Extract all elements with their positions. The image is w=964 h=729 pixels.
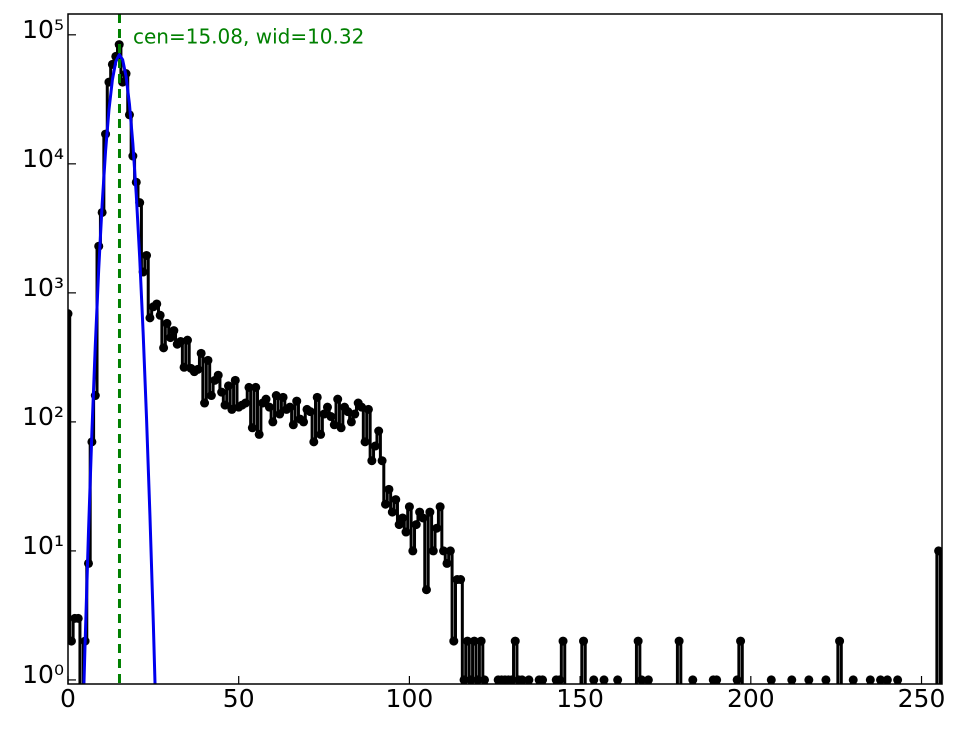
point [637, 675, 647, 684]
step [453, 578, 459, 642]
step [935, 549, 942, 684]
y-tick-label: 10⁴ [22, 144, 64, 173]
step [68, 313, 74, 643]
point [821, 675, 831, 684]
point [480, 675, 490, 684]
x-tick-label: 150 [556, 684, 604, 713]
fit-curve [82, 53, 157, 684]
point [613, 675, 623, 684]
point [766, 675, 776, 684]
point [73, 613, 83, 623]
point [674, 636, 684, 646]
step [515, 641, 521, 682]
point [643, 675, 653, 684]
x-tick-label: 100 [386, 684, 434, 713]
point [524, 675, 534, 684]
y-tick-label: 10⁵ [22, 15, 64, 44]
point [589, 675, 599, 684]
step [440, 506, 446, 553]
point [934, 546, 942, 556]
x-tick-label: 0 [60, 684, 76, 713]
plot-area [68, 14, 942, 684]
y-tick-label: 10¹ [22, 531, 64, 560]
y-tick-label: 10² [22, 402, 64, 431]
x-tick-label: 50 [223, 684, 255, 713]
point [688, 675, 698, 684]
point [804, 675, 814, 684]
x-tick-label: 200 [727, 684, 775, 713]
point [876, 675, 886, 684]
step [580, 639, 587, 684]
point [736, 636, 746, 646]
point [599, 675, 609, 684]
point [712, 675, 722, 684]
point [558, 636, 568, 646]
point [517, 675, 527, 684]
point [787, 675, 797, 684]
step [675, 639, 683, 684]
step [836, 639, 843, 684]
point [848, 675, 858, 684]
y-tick-label: 10³ [22, 273, 64, 302]
y-tick-label: 10⁰ [22, 660, 64, 689]
plot-frame [67, 13, 943, 685]
point [893, 675, 903, 684]
annotation: cen=15.08, wid=10.32 [133, 25, 364, 49]
point [538, 675, 548, 684]
step [76, 616, 82, 684]
step [259, 401, 265, 435]
point [579, 636, 589, 646]
point [882, 675, 892, 684]
point [835, 636, 845, 646]
x-tick-label: 250 [898, 684, 946, 713]
point [865, 675, 875, 684]
